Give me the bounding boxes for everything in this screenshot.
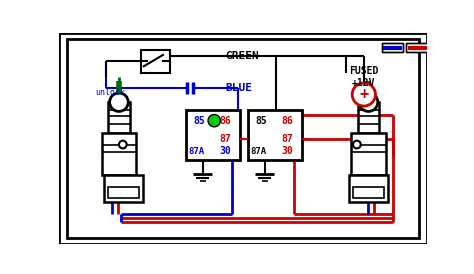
Text: 87: 87 — [219, 134, 231, 144]
Bar — [102, 133, 136, 175]
Text: 86: 86 — [219, 116, 231, 126]
Text: GREEN: GREEN — [226, 51, 260, 61]
Bar — [247, 110, 302, 160]
Text: 87A: 87A — [251, 147, 267, 156]
Bar — [382, 43, 403, 52]
Text: 86: 86 — [282, 116, 293, 126]
Circle shape — [359, 93, 378, 112]
Text: 30: 30 — [219, 147, 231, 156]
Text: +: + — [359, 87, 368, 102]
Bar — [353, 187, 384, 198]
Bar — [141, 50, 170, 73]
Bar — [108, 102, 130, 133]
Text: unlock: unlock — [96, 89, 126, 98]
Text: 87A: 87A — [189, 147, 205, 156]
Bar — [382, 43, 403, 52]
Bar — [406, 43, 428, 52]
Text: FUSED
+12V: FUSED +12V — [349, 66, 379, 88]
Bar — [104, 175, 143, 202]
Bar — [351, 133, 385, 175]
Circle shape — [352, 83, 375, 106]
Text: BLUE: BLUE — [226, 83, 253, 93]
Circle shape — [353, 141, 361, 149]
Bar — [357, 102, 379, 133]
Text: 85: 85 — [255, 116, 267, 126]
Bar — [349, 175, 388, 202]
Circle shape — [208, 115, 220, 127]
Text: 85: 85 — [193, 116, 205, 126]
Bar — [108, 187, 139, 198]
Text: 87: 87 — [282, 134, 293, 144]
Bar — [406, 43, 428, 52]
Bar — [186, 110, 240, 160]
Circle shape — [109, 93, 128, 112]
Circle shape — [119, 141, 127, 149]
Text: 30: 30 — [282, 147, 293, 156]
